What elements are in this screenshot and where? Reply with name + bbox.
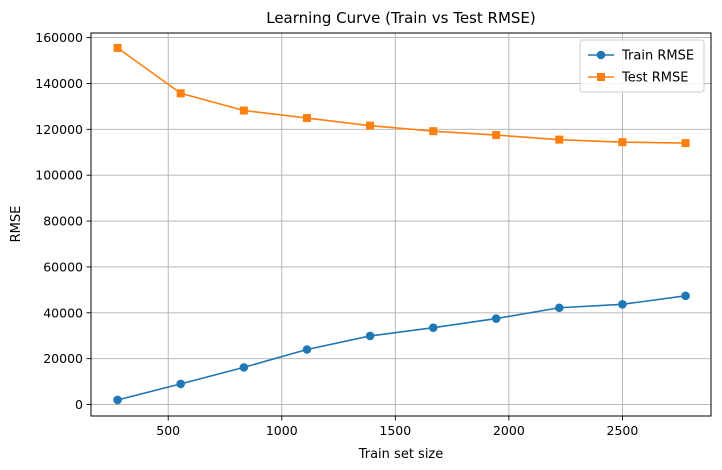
train-rmse-point [491,314,501,323]
y-tick-label: 100000 [35,168,83,183]
y-tick-label: 120000 [35,122,83,137]
x-axis-label: Train set size [358,447,444,462]
test-rmse-point [492,131,501,140]
test-rmse-point [176,89,185,98]
test-rmse-point [239,106,248,115]
test-rmse-point [681,139,690,148]
train-rmse-point [554,303,564,313]
y-tick-label: 0 [75,397,83,412]
test-rmse-point [429,127,438,136]
test-rmse-series [113,43,690,148]
legend-test-rmse-marker [597,73,605,81]
y-tick-label: 140000 [35,76,83,91]
train-rmse-point [302,345,312,354]
x-tick-label: 2500 [607,423,639,438]
train-rmse-point [113,395,122,405]
train-rmse-series [113,291,690,405]
legend-train-rmse-marker [596,50,606,60]
y-tick-label: 60000 [43,259,83,274]
legend-box [579,39,705,93]
test-rmse-line [117,47,686,144]
train-rmse-point [681,291,690,301]
test-rmse-point [366,121,375,130]
legend: Train RMSE Test RMSE [579,39,705,93]
test-rmse-point [302,114,311,123]
plot-frame [90,32,712,417]
x-tick-label: 1500 [379,423,411,438]
ticks: 500 1000 1500 2000 2500 0 20000 40000 60000 80000… [35,30,638,438]
test-rmse-point [555,135,564,144]
test-rmse-point [618,138,627,147]
test-rmse-point [113,43,122,52]
x-tick-label: 2000 [493,423,525,438]
series-lines [113,43,690,405]
x-tick-label: 500 [156,423,180,438]
train-rmse-point [176,379,186,389]
y-tick-label: 40000 [43,305,83,320]
train-rmse-line [117,295,686,401]
train-rmse-point [618,300,627,309]
legend-test-rmse-label: Test RMSE [621,71,688,86]
chart-title: Learning Curve (Train vs Test RMSE) [266,9,536,27]
train-rmse-point [239,363,249,372]
x-tick-label: 1000 [266,423,298,438]
train-rmse-point [365,331,375,341]
y-axis-label: RMSE [9,206,24,243]
y-tick-label: 160000 [35,30,83,45]
legend-train-rmse-label: Train RMSE [621,49,694,64]
train-rmse-point [428,323,438,333]
y-tick-label: 20000 [43,351,83,366]
y-tick-label: 80000 [43,214,83,229]
